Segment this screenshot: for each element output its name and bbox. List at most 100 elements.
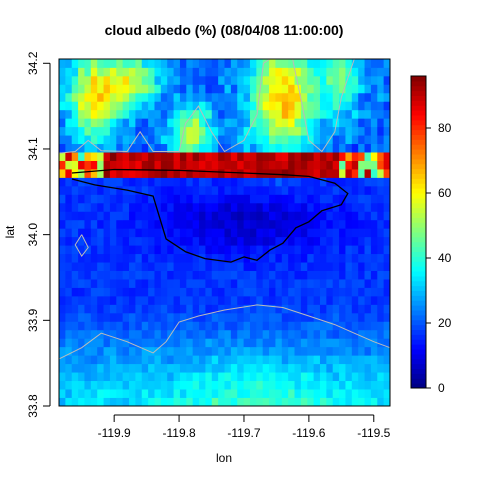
heatmap-cell xyxy=(383,118,391,128)
heatmap-cell xyxy=(218,185,225,195)
heatmap-cell xyxy=(84,92,92,102)
heatmap-cell xyxy=(281,363,289,373)
heatmap-cell xyxy=(262,152,270,161)
heatmap-cell xyxy=(249,236,257,246)
heatmap-cell xyxy=(116,92,124,102)
heatmap-cell xyxy=(377,211,385,221)
heatmap-cell xyxy=(281,304,289,314)
heatmap-cell xyxy=(205,143,213,153)
heatmap-cell xyxy=(116,380,124,390)
heatmap-cell xyxy=(262,211,270,221)
heatmap-cell xyxy=(370,355,378,365)
heatmap-cell xyxy=(59,84,66,94)
heatmap-cell xyxy=(109,92,117,102)
heatmap-cell xyxy=(237,355,244,365)
heatmap-cell xyxy=(71,152,79,161)
heatmap-cell xyxy=(332,329,340,339)
heatmap-cell xyxy=(364,380,372,390)
heatmap-cell xyxy=(97,202,104,212)
heatmap-cell xyxy=(237,67,244,77)
heatmap-cell xyxy=(275,338,283,348)
heatmap-cell xyxy=(230,160,238,170)
heatmap-cell xyxy=(154,312,162,322)
heatmap-cell xyxy=(65,202,73,212)
heatmap-cell xyxy=(307,160,315,170)
heatmap-cell xyxy=(78,346,85,356)
heatmap-cell xyxy=(173,389,181,398)
heatmap-cell xyxy=(262,321,270,331)
heatmap-cell xyxy=(59,346,66,356)
heatmap-cell xyxy=(358,118,365,128)
heatmap-cell xyxy=(135,194,143,204)
heatmap-cell xyxy=(59,211,66,221)
heatmap-cell xyxy=(364,126,372,136)
heatmap-cell xyxy=(109,118,117,128)
heatmap-cell xyxy=(262,262,270,271)
heatmap-cell xyxy=(339,143,346,153)
heatmap-cell xyxy=(192,202,200,212)
heatmap-cell xyxy=(332,143,340,153)
heatmap-cell xyxy=(109,152,117,161)
heatmap-cell xyxy=(109,329,117,339)
heatmap-cell xyxy=(377,397,385,407)
heatmap-cell xyxy=(364,67,372,77)
heatmap-cell xyxy=(345,185,353,195)
heatmap-cell xyxy=(192,135,200,145)
heatmap-cell xyxy=(243,312,251,322)
heatmap-cell xyxy=(97,321,104,331)
heatmap-cell xyxy=(288,160,295,170)
heatmap-cell xyxy=(65,160,73,170)
heatmap-cell xyxy=(224,194,232,204)
heatmap-cell xyxy=(249,143,257,153)
heatmap-cell xyxy=(256,160,264,170)
heatmap-cell xyxy=(59,135,66,145)
heatmap-cell xyxy=(300,397,308,407)
heatmap-cell xyxy=(256,109,264,119)
heatmap-cell xyxy=(65,75,73,85)
heatmap-cell xyxy=(141,126,149,136)
heatmap-cell xyxy=(313,253,321,263)
heatmap-cell xyxy=(256,262,264,271)
heatmap-cell xyxy=(205,270,213,280)
heatmap-cell xyxy=(332,152,340,161)
heatmap-cell xyxy=(90,355,98,365)
heatmap-cell xyxy=(199,118,206,128)
heatmap-cell xyxy=(370,304,378,314)
heatmap-cell xyxy=(332,109,340,119)
heatmap-cell xyxy=(97,152,104,161)
heatmap-cell xyxy=(148,270,155,280)
heatmap-cell xyxy=(109,389,117,398)
heatmap-cell xyxy=(319,101,327,111)
heatmap-cell xyxy=(65,211,73,221)
heatmap-cell xyxy=(224,92,232,102)
heatmap-cell xyxy=(370,101,378,111)
heatmap-cell xyxy=(135,245,143,255)
heatmap-cell xyxy=(249,194,257,204)
heatmap-cell xyxy=(332,321,340,331)
heatmap-cell xyxy=(364,202,372,212)
heatmap-cell xyxy=(97,312,104,322)
heatmap-cell xyxy=(141,169,149,178)
heatmap-cell xyxy=(192,389,200,398)
heatmap-cell xyxy=(230,346,238,356)
heatmap-cell xyxy=(148,75,155,85)
heatmap-cell xyxy=(122,321,130,331)
heatmap-cell xyxy=(90,177,98,187)
heatmap-cell xyxy=(122,329,130,339)
heatmap-cell xyxy=(288,295,295,305)
heatmap-cell xyxy=(211,101,219,111)
heatmap-cell xyxy=(243,84,251,94)
heatmap-cell xyxy=(122,59,130,68)
heatmap-cell xyxy=(364,75,372,85)
heatmap-cell xyxy=(116,101,124,111)
heatmap-cell xyxy=(211,84,219,94)
heatmap-cell xyxy=(307,397,315,407)
heatmap-cell xyxy=(59,126,66,136)
heatmap-cell xyxy=(199,287,206,297)
heatmap-cell xyxy=(339,245,346,255)
heatmap-cell xyxy=(109,338,117,348)
colorbar-swatch xyxy=(411,222,426,228)
heatmap-cell xyxy=(116,304,124,314)
heatmap-cell xyxy=(122,312,130,322)
